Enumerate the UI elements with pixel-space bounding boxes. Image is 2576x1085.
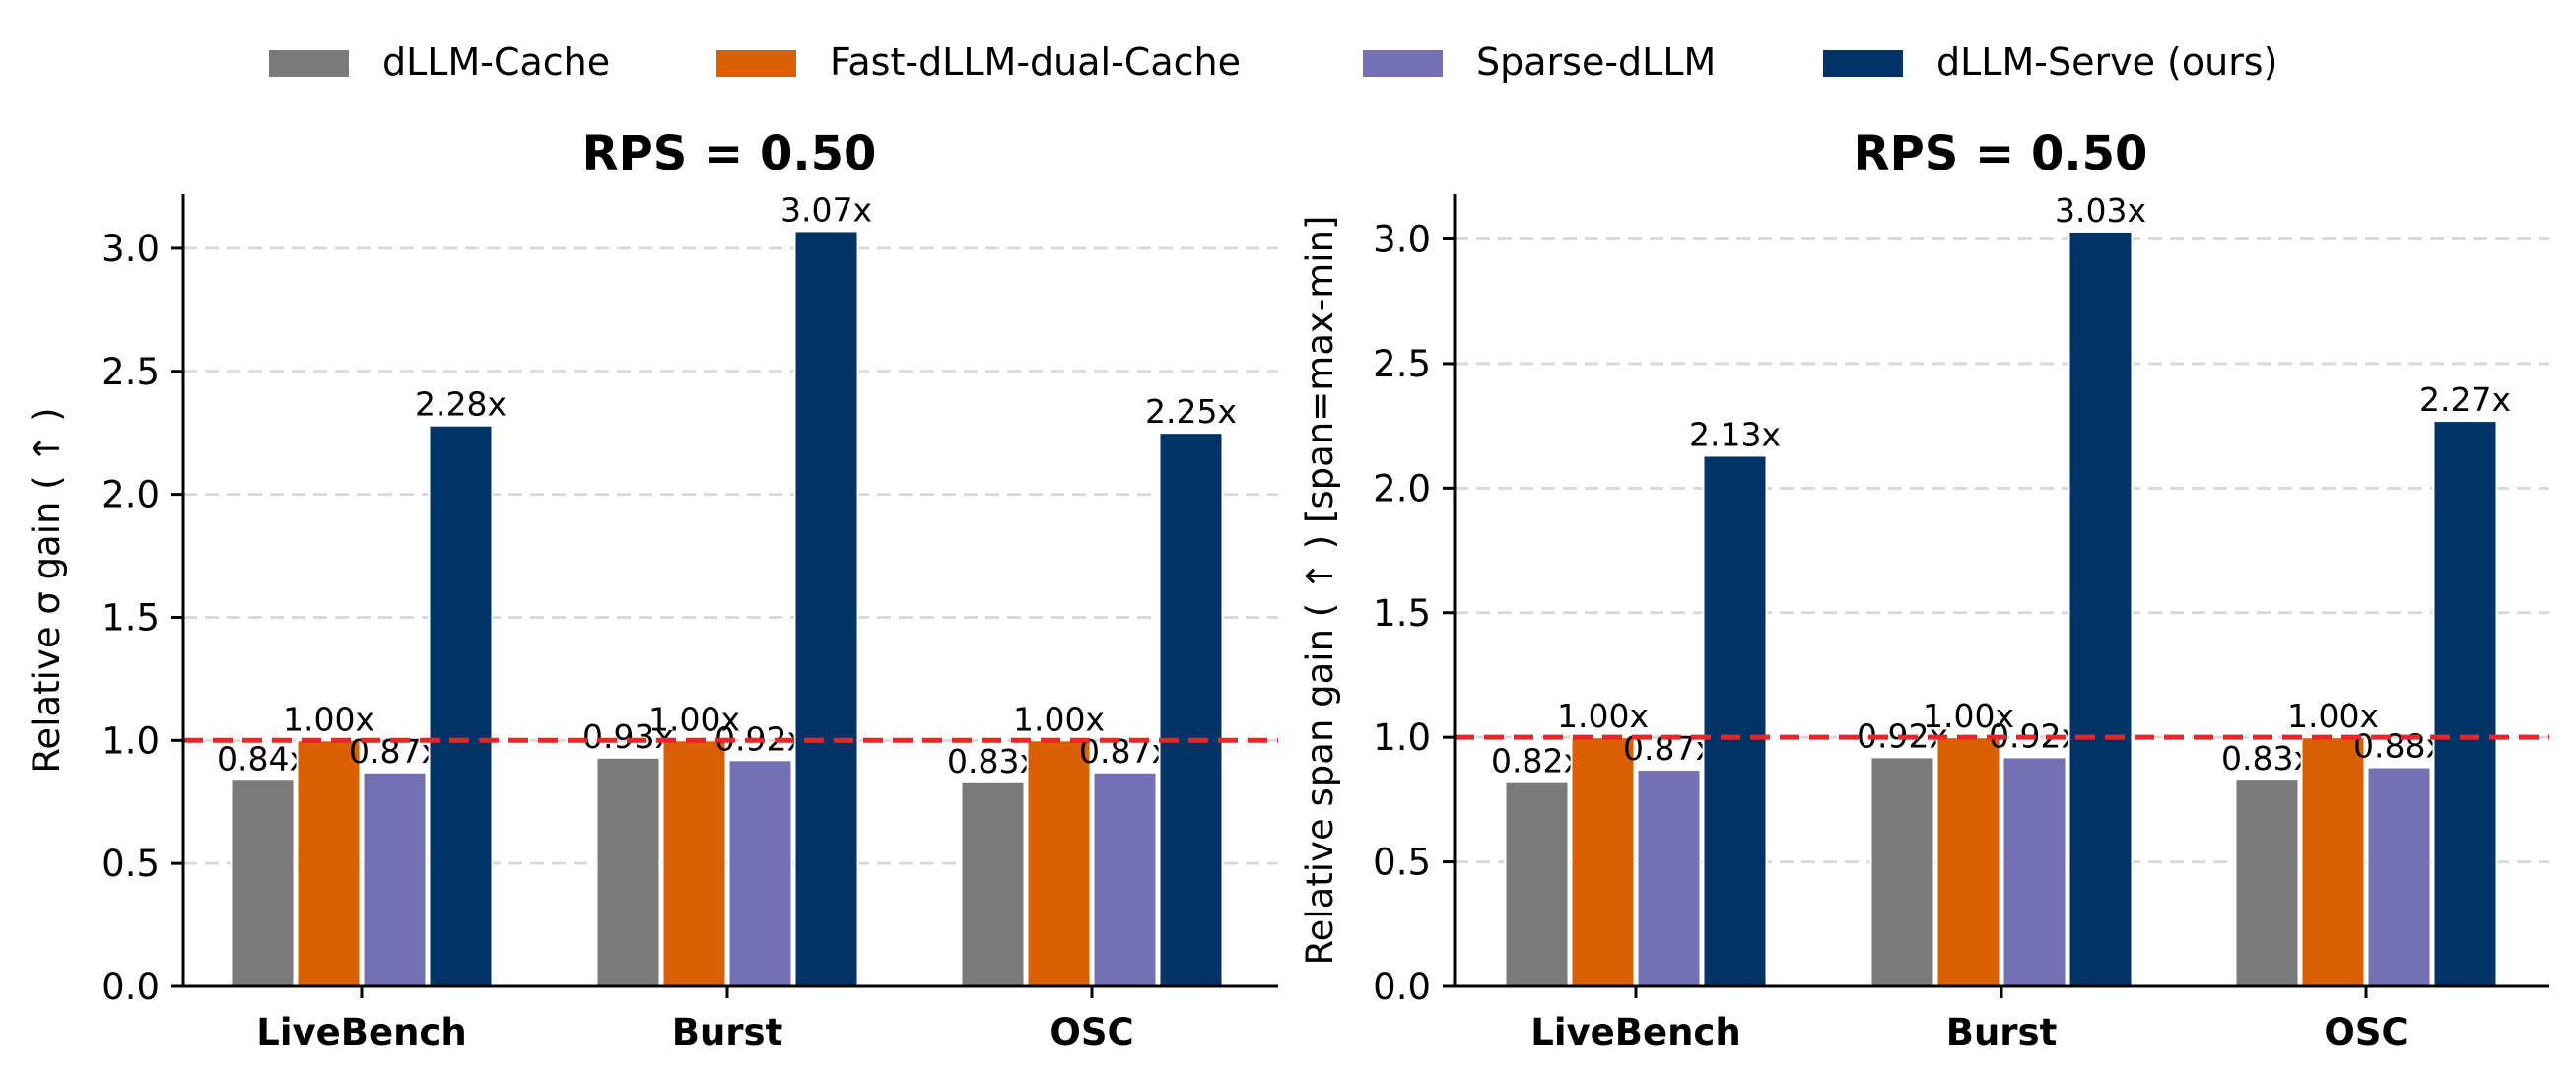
bar-dllm-cache-livebench [1504, 780, 1570, 988]
data-label: 1.00x [648, 700, 740, 738]
y-tick-label: 1.5 [1373, 592, 1431, 635]
data-label: 1.00x [1013, 700, 1105, 738]
bar-dllm-cache-osc [960, 780, 1026, 987]
data-label: 2.13x [1689, 415, 1781, 453]
y-tick-label: 2.0 [1373, 467, 1431, 509]
legend-label-dllm-cache: dLLM-Cache [382, 40, 610, 84]
x-tick-label-osc: OSC [1050, 1011, 1133, 1053]
data-label: 1.00x [1557, 697, 1649, 735]
legend-label-dllm-serve-ours: dLLM-Serve (ours) [1936, 40, 2277, 84]
legend-swatch-fast-dllm-dual-cache [716, 50, 796, 77]
bar-fast-dllm-dual-cache-burst [1935, 736, 2001, 987]
x-tick-label-burst: Burst [672, 1011, 783, 1053]
data-label: 0.83x [2221, 739, 2313, 778]
x-tick-label-livebench: LiveBench [1530, 1011, 1740, 1053]
y-tick-label: 3.0 [1373, 219, 1431, 261]
legend-label-sparse-dllm: Sparse-dLLM [1476, 40, 1716, 84]
legend-label-fast-dllm-dual-cache: Fast-dLLM-dual-Cache [830, 40, 1241, 84]
bar-dllm-serve-ours-burst [793, 230, 859, 987]
data-label: 1.00x [2287, 697, 2379, 735]
bar-fast-dllm-dual-cache-burst [661, 739, 727, 987]
data-label: 2.28x [415, 385, 507, 424]
bar-dllm-serve-ours-osc [1158, 432, 1224, 988]
y-axis-label: Relative span gain ( ↑ ) [span=max-min] [1299, 216, 1341, 966]
bar-fast-dllm-dual-cache-osc [2300, 736, 2366, 987]
data-label: 2.27x [2419, 380, 2511, 419]
data-label: 3.03x [2055, 191, 2146, 230]
bar-sparse-dllm-osc [2366, 766, 2432, 988]
data-label: 1.00x [1923, 697, 2014, 735]
y-tick-label: 0.5 [1373, 842, 1431, 884]
bar-sparse-dllm-osc [1092, 771, 1158, 988]
y-tick-label: 3.0 [102, 228, 160, 270]
bar-dllm-cache-livebench [230, 779, 296, 987]
x-tick-label-osc: OSC [2324, 1011, 2407, 1053]
x-tick-label-burst: Burst [1946, 1011, 2058, 1053]
x-tick-label-livebench: LiveBench [256, 1011, 466, 1053]
chart-panel-right: RPS = 0.50 0.0 0.5 1.0 1.5 2.0 2.5 3.0 Relative … [1299, 126, 2549, 1053]
legend-swatch-dllm-serve-ours [1823, 50, 1903, 77]
bar-sparse-dllm-burst [2001, 756, 2068, 988]
bar-dllm-cache-osc [2234, 779, 2300, 987]
bar-dllm-serve-ours-osc [2432, 420, 2498, 987]
y-tick-label: 2.5 [102, 351, 160, 393]
chart-title: RPS = 0.50 [582, 126, 877, 181]
bar-dllm-cache-burst [1869, 756, 1935, 988]
y-tick-label: 1.0 [102, 719, 160, 762]
chart-panel-left: RPS = 0.50 0.0 0.5 1.0 1.5 2.0 2.5 3.0 Relative … [26, 126, 1278, 1053]
bar-sparse-dllm-burst [727, 759, 793, 987]
y-tick-label: 0.5 [102, 843, 160, 885]
data-label: 3.07x [780, 190, 872, 229]
legend: dLLM-Cache Fast-dLLM-dual-Cache Sparse-dLL… [269, 40, 2277, 84]
data-label: 2.25x [1145, 392, 1237, 431]
bar-dllm-serve-ours-livebench [428, 424, 494, 987]
y-tick-label: 1.0 [1373, 716, 1431, 759]
bar-sparse-dllm-livebench [362, 771, 428, 988]
y-tick-label: 2.0 [102, 474, 160, 516]
data-label: 0.87x [349, 732, 441, 771]
y-axis-label: Relative σ gain ( ↑ ) [26, 407, 68, 773]
legend-swatch-dllm-cache [269, 50, 349, 77]
legend-swatch-sparse-dllm [1363, 50, 1443, 77]
bar-sparse-dllm-livebench [1636, 769, 1702, 987]
bar-fast-dllm-dual-cache-osc [1026, 739, 1092, 987]
bar-dllm-serve-ours-burst [2068, 230, 2134, 988]
bar-fast-dllm-dual-cache-livebench [1570, 736, 1636, 987]
y-tick-label: 2.5 [1373, 343, 1431, 385]
data-label: 0.88x [2353, 727, 2445, 766]
y-tick-label: 1.5 [102, 596, 160, 639]
data-label: 0.83x [947, 742, 1039, 780]
data-label: 0.93x [582, 717, 674, 756]
bar-fast-dllm-dual-cache-livebench [296, 739, 362, 987]
data-label: 0.87x [1079, 732, 1171, 771]
y-tick-label: 0.0 [102, 966, 160, 1008]
bar-dllm-serve-ours-livebench [1702, 454, 1768, 988]
data-label: 0.82x [1491, 742, 1583, 780]
data-label: 0.84x [217, 739, 308, 778]
data-label: 1.00x [283, 700, 374, 738]
chart-title: RPS = 0.50 [1854, 126, 2148, 181]
y-tick-label: 0.0 [1373, 966, 1431, 1008]
bar-dllm-cache-burst [595, 756, 661, 987]
